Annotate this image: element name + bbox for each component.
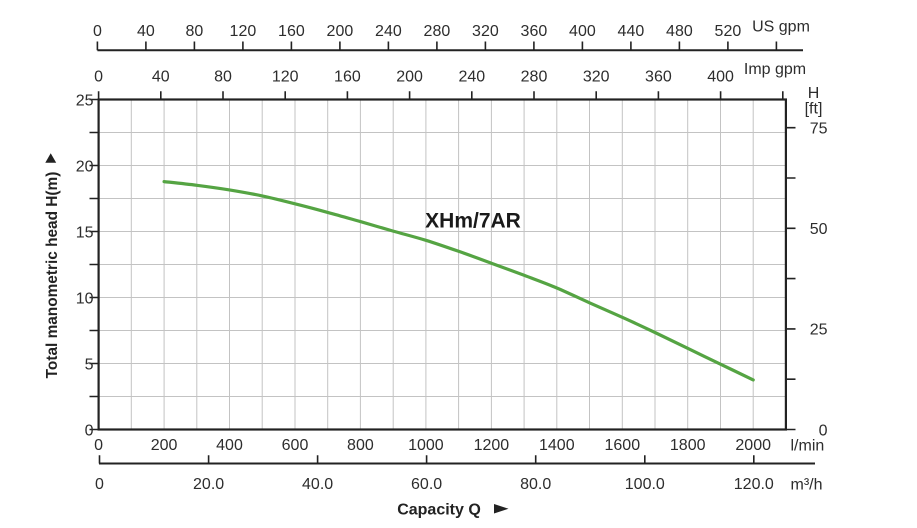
svg-text:120: 120: [272, 69, 299, 86]
svg-text:200: 200: [396, 69, 423, 86]
svg-text:25: 25: [810, 322, 828, 339]
svg-text:280: 280: [424, 23, 451, 40]
svg-text:40: 40: [152, 69, 170, 86]
svg-text:40: 40: [137, 23, 155, 40]
svg-text:400: 400: [216, 437, 243, 454]
svg-text:50: 50: [810, 221, 828, 238]
svg-text:Total manometric head H(m): Total manometric head H(m): [44, 172, 61, 379]
svg-text:600: 600: [282, 437, 309, 454]
svg-text:US gpm: US gpm: [752, 19, 810, 36]
svg-text:0: 0: [819, 422, 828, 439]
svg-text:0: 0: [94, 69, 103, 86]
svg-text:25: 25: [76, 92, 94, 109]
svg-text:800: 800: [347, 437, 374, 454]
svg-text:20: 20: [76, 158, 94, 175]
svg-text:480: 480: [666, 23, 693, 40]
svg-text:80: 80: [214, 69, 232, 86]
svg-text:10: 10: [76, 290, 94, 307]
svg-text:[ft]: [ft]: [805, 101, 823, 118]
svg-text:160: 160: [278, 23, 305, 40]
svg-text:1000: 1000: [408, 437, 444, 454]
svg-text:200: 200: [151, 437, 178, 454]
svg-text:120.0: 120.0: [734, 476, 774, 493]
svg-text:Capacity Q: Capacity Q: [397, 502, 481, 519]
svg-text:240: 240: [375, 23, 402, 40]
svg-text:360: 360: [645, 69, 672, 86]
svg-text:l/min: l/min: [791, 438, 825, 455]
svg-text:320: 320: [472, 23, 499, 40]
svg-text:1600: 1600: [605, 437, 641, 454]
svg-text:H: H: [808, 85, 820, 102]
svg-text:280: 280: [521, 69, 548, 86]
svg-text:0: 0: [93, 23, 102, 40]
svg-text:2000: 2000: [735, 437, 771, 454]
svg-text:60.0: 60.0: [411, 476, 442, 493]
svg-text:0: 0: [94, 437, 103, 454]
svg-text:5: 5: [85, 356, 94, 373]
svg-text:XHm/7AR: XHm/7AR: [425, 210, 521, 233]
svg-text:Imp gpm: Imp gpm: [744, 61, 806, 78]
svg-text:80: 80: [186, 23, 204, 40]
svg-text:0: 0: [85, 422, 94, 439]
svg-text:20.0: 20.0: [193, 476, 224, 493]
svg-text:1200: 1200: [474, 437, 510, 454]
svg-text:360: 360: [521, 23, 548, 40]
svg-text:15: 15: [76, 224, 94, 241]
svg-text:m³/h: m³/h: [791, 477, 823, 494]
svg-text:240: 240: [458, 69, 485, 86]
svg-text:80.0: 80.0: [520, 476, 551, 493]
svg-text:320: 320: [583, 69, 610, 86]
svg-text:400: 400: [707, 69, 734, 86]
svg-text:0: 0: [95, 476, 104, 493]
svg-text:1800: 1800: [670, 437, 706, 454]
svg-text:75: 75: [810, 121, 828, 138]
svg-text:100.0: 100.0: [625, 476, 665, 493]
svg-text:40.0: 40.0: [302, 476, 333, 493]
svg-text:160: 160: [334, 69, 361, 86]
svg-text:400: 400: [569, 23, 596, 40]
svg-text:520: 520: [715, 23, 742, 40]
svg-text:120: 120: [230, 23, 257, 40]
svg-text:1400: 1400: [539, 437, 575, 454]
svg-text:440: 440: [618, 23, 645, 40]
svg-text:200: 200: [327, 23, 354, 40]
